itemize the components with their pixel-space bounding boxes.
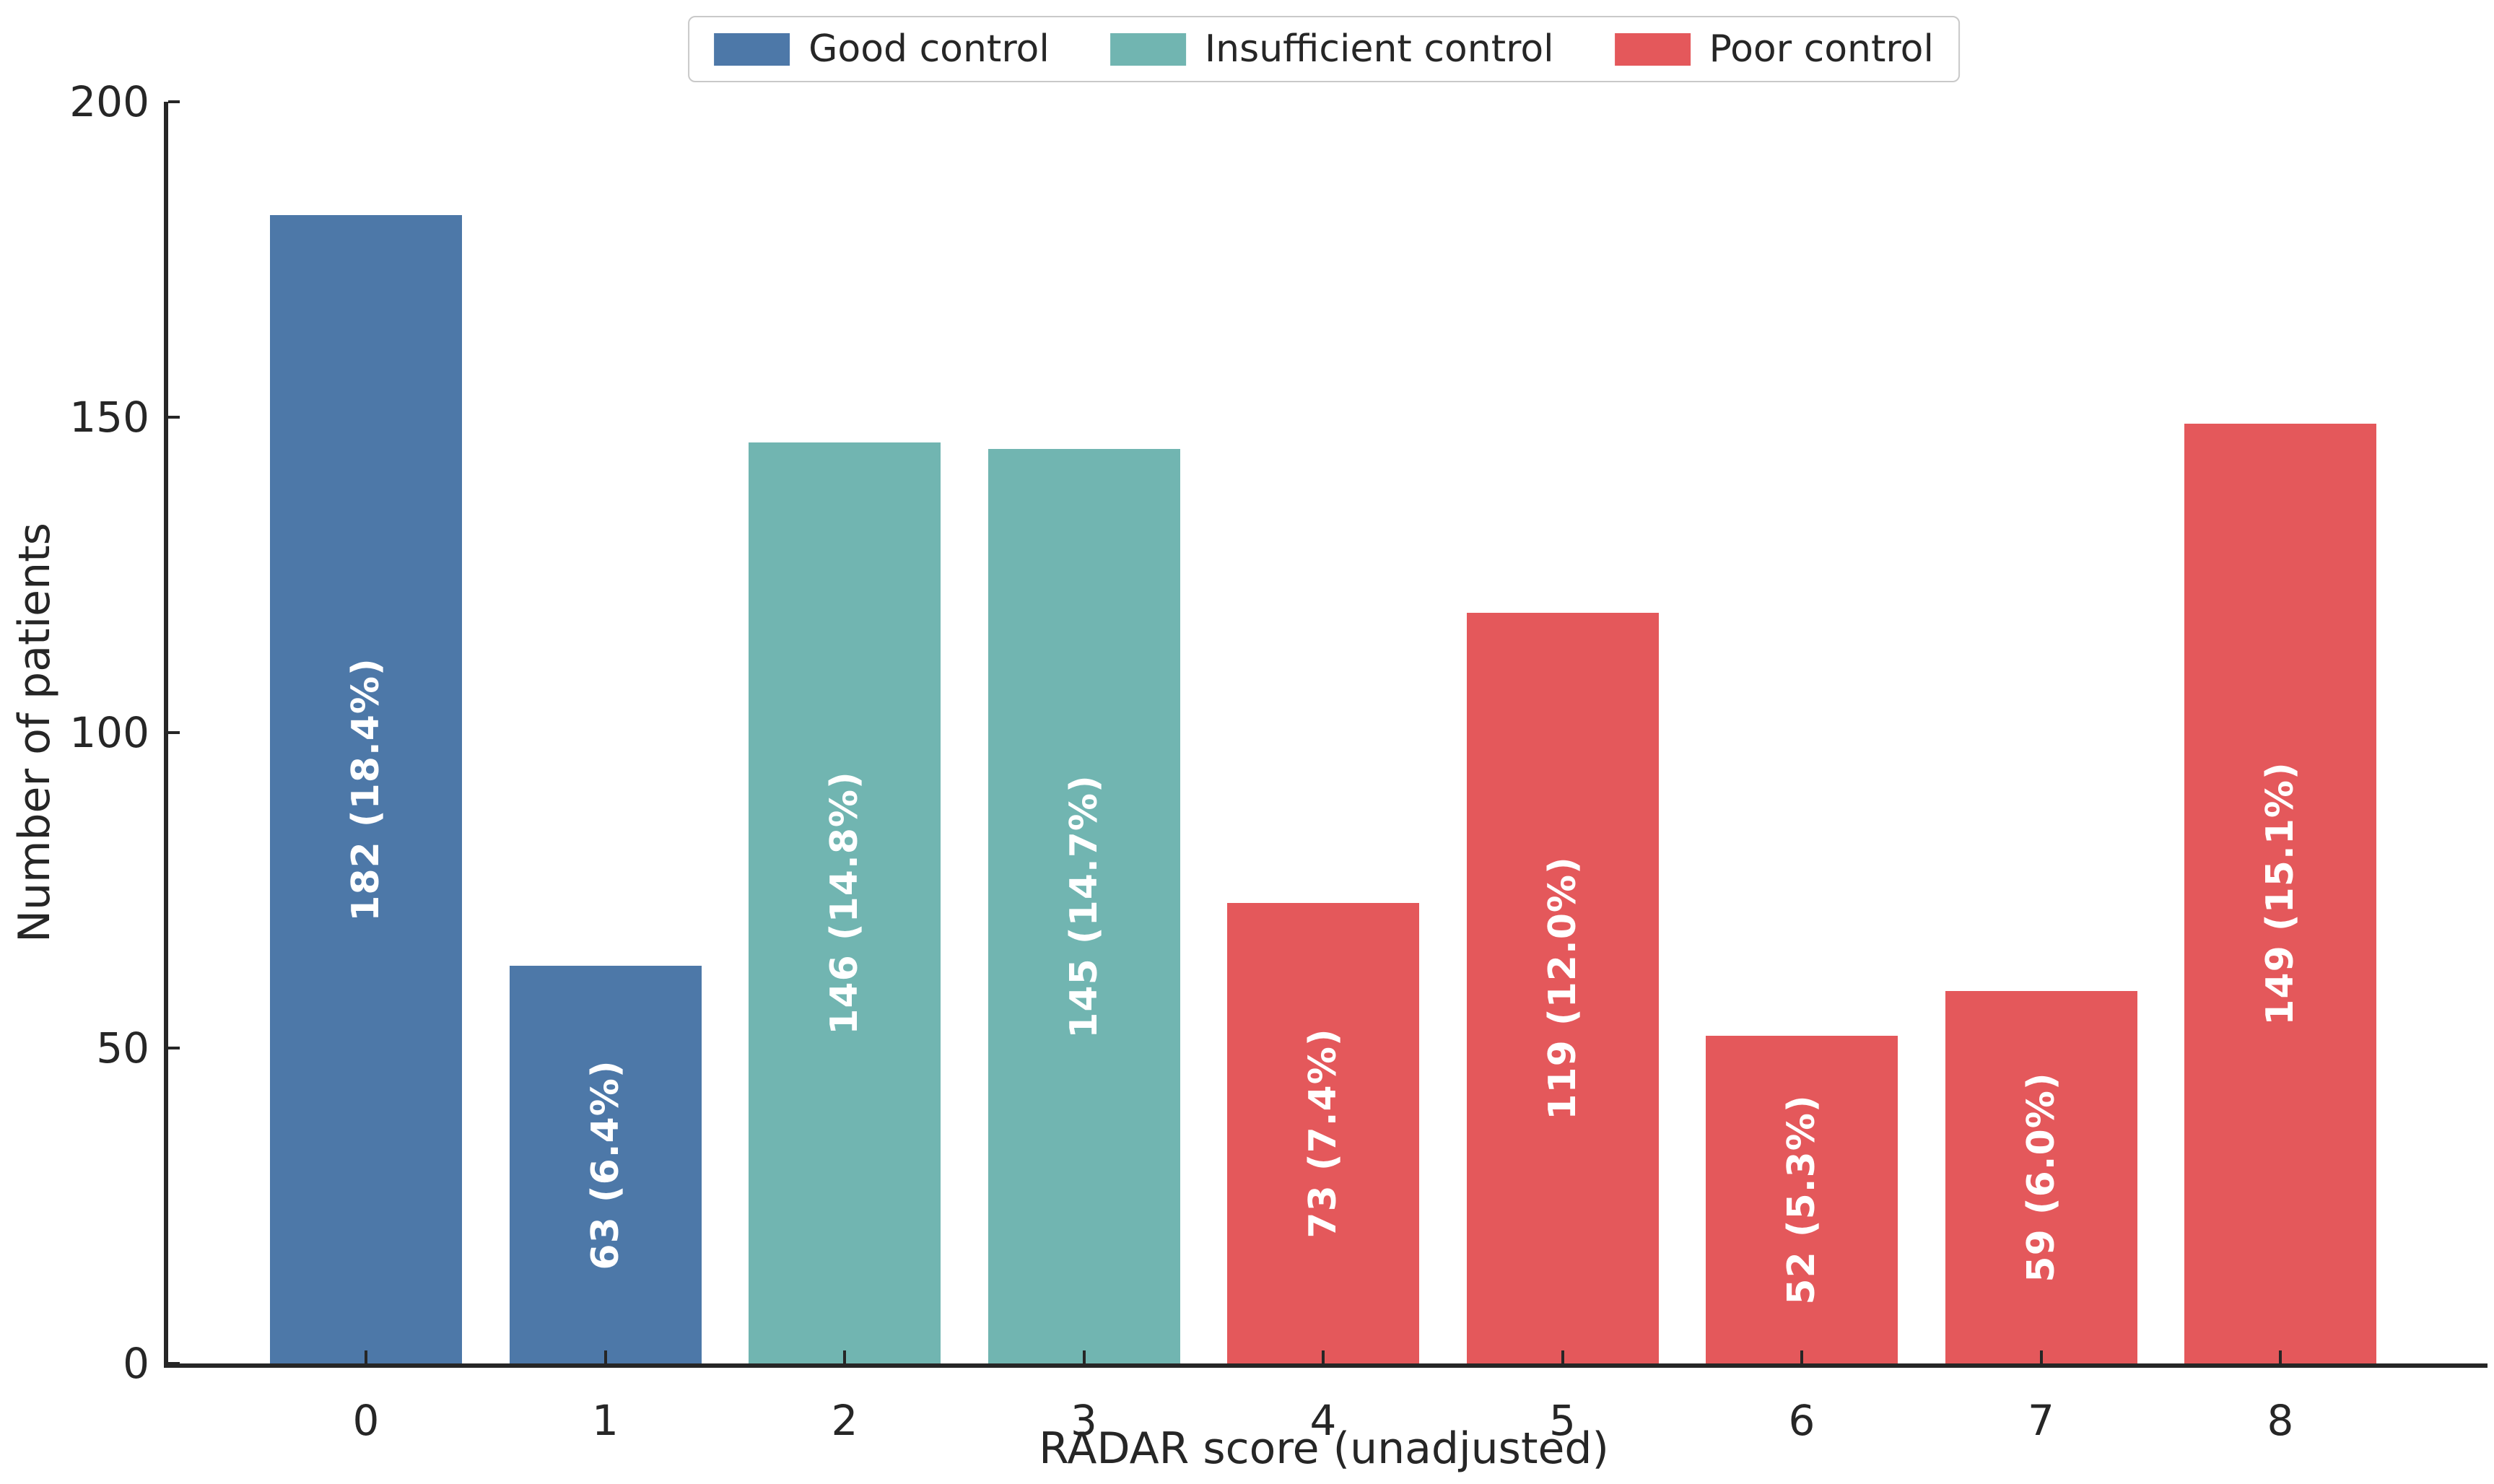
legend-item-good: Good control	[714, 27, 1050, 71]
legend-swatch-insufficient	[1109, 32, 1186, 66]
legend-label: Poor control	[1709, 27, 1934, 71]
x-tick	[843, 1350, 846, 1363]
y-tick	[168, 100, 180, 103]
bar-value-label: 119 (12.0%)	[1540, 856, 1584, 1120]
x-tick-label: 7	[2028, 1396, 2054, 1445]
x-tick-label: 5	[1549, 1396, 1576, 1445]
x-tick-label: 2	[831, 1396, 858, 1445]
bar-value-label: 145 (14.7%)	[1062, 774, 1106, 1039]
legend-item-poor: Poor control	[1614, 27, 1934, 71]
y-tick	[168, 1047, 180, 1049]
bar-value-label: 73 (7.4%)	[1301, 1028, 1345, 1239]
y-tick	[168, 731, 180, 734]
bar-score-0	[270, 215, 462, 1363]
x-tick	[365, 1350, 367, 1363]
x-tick	[1800, 1350, 1803, 1363]
x-tick-label: 6	[1788, 1396, 1815, 1445]
x-axis-label: RADAR score (unadjusted)	[1039, 1423, 1609, 1474]
x-tick	[1561, 1350, 1564, 1363]
legend-swatch-good	[714, 32, 790, 66]
legend-swatch-poor	[1614, 32, 1691, 66]
x-tick	[2039, 1350, 2043, 1363]
bar-score-4	[1227, 903, 1419, 1363]
x-tick-label: 4	[1309, 1396, 1337, 1445]
bar-value-label: 149 (15.1%)	[2259, 761, 2302, 1026]
y-axis-label: Number of patients	[9, 523, 60, 943]
x-tick	[1322, 1350, 1325, 1363]
y-tick-label: 150	[69, 393, 149, 442]
x-tick-label: 1	[592, 1396, 619, 1445]
x-tick-label: 0	[352, 1396, 380, 1445]
x-tick	[603, 1350, 607, 1363]
y-tick	[168, 416, 180, 419]
bar-value-label: 182 (18.4%)	[344, 657, 388, 922]
legend: Good control Insufficient control Poor con…	[688, 16, 1960, 82]
x-tick	[2279, 1350, 2282, 1363]
bar-score-2	[749, 442, 941, 1363]
x-tick	[1082, 1350, 1086, 1363]
legend-item-insufficient: Insufficient control	[1109, 27, 1554, 71]
legend-label: Good control	[808, 27, 1050, 71]
bar-value-label: 146 (14.8%)	[823, 771, 866, 1035]
y-tick-label: 0	[123, 1339, 149, 1388]
bar-score-1	[509, 966, 702, 1363]
x-tick-label: 3	[1071, 1396, 1097, 1445]
bar-score-5	[1466, 613, 1659, 1363]
bar-value-label: 63 (6.4%)	[583, 1059, 627, 1270]
x-axis-spine	[164, 1363, 2488, 1368]
bar-score-3	[987, 449, 1180, 1363]
bar-score-6	[1706, 1036, 1898, 1363]
x-tick-label: 8	[2267, 1396, 2294, 1445]
bar-score-7	[1945, 991, 2137, 1363]
bar-value-label: 59 (6.0%)	[2019, 1072, 2063, 1283]
bar-score-8	[2184, 424, 2376, 1363]
bar-value-label: 52 (5.3%)	[1780, 1094, 1823, 1305]
legend-label: Insufficient control	[1204, 27, 1554, 71]
y-axis-spine	[164, 102, 168, 1368]
y-tick-label: 100	[69, 708, 149, 757]
y-tick-label: 200	[69, 77, 149, 126]
y-tick-label: 50	[96, 1023, 149, 1073]
